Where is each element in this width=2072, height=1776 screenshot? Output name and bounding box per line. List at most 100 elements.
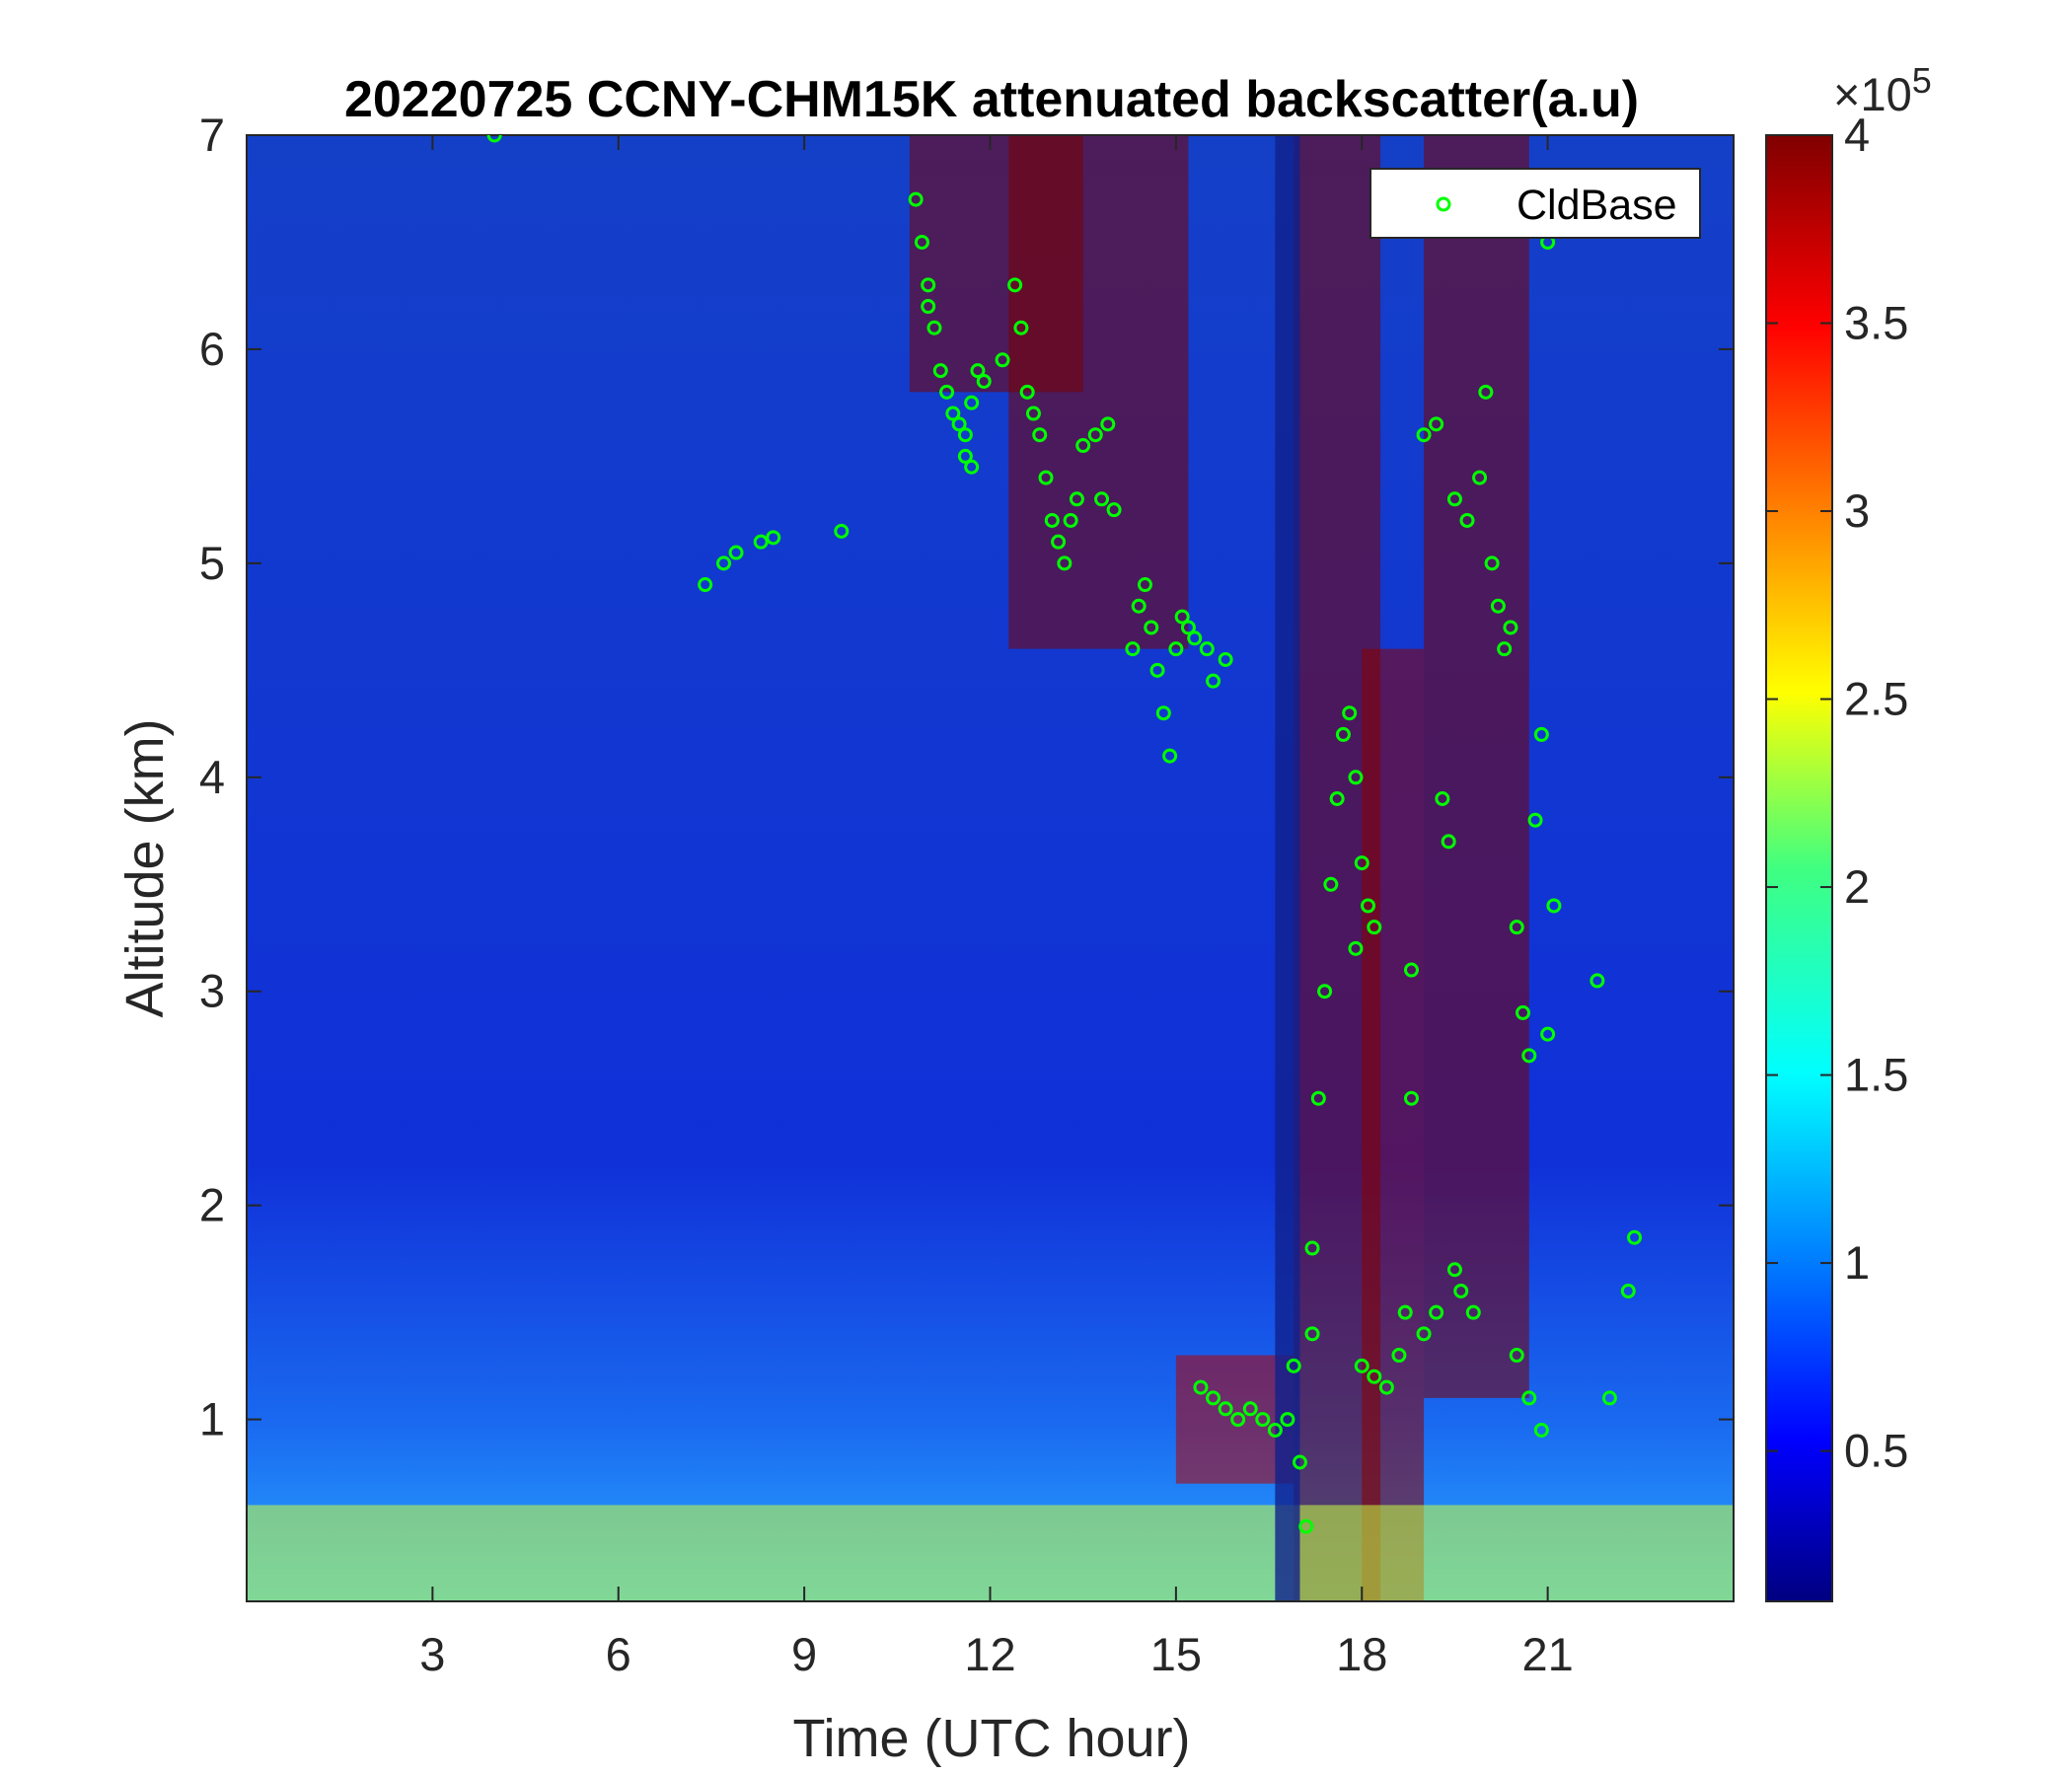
cloud-base-marker — [1367, 1369, 1382, 1384]
cloud-base-marker — [1267, 1422, 1283, 1438]
cloud-base-marker — [945, 406, 961, 421]
backscatter-region-6 — [247, 1505, 1734, 1601]
cloud-base-marker — [1435, 790, 1450, 806]
cloud-base-marker — [1540, 1026, 1556, 1042]
cloud-base-marker — [715, 555, 731, 571]
backscatter-field — [247, 135, 1734, 1601]
cloud-base-marker — [1075, 438, 1091, 454]
legend-box — [1369, 168, 1701, 239]
cloud-base-marker — [1348, 940, 1364, 956]
legend-label: CldBase — [1517, 182, 1677, 229]
cloud-base-marker — [939, 384, 955, 400]
cloud-base-marker — [1378, 1379, 1394, 1395]
backscatter-region-1 — [1008, 135, 1189, 649]
y-tick-label: 6 — [199, 323, 225, 375]
cloud-base-marker — [1168, 641, 1184, 657]
x-tick-label: 12 — [964, 1628, 1015, 1680]
cloud-base-marker — [1206, 673, 1221, 689]
cloud-base-marker — [957, 427, 973, 443]
cloud-base-marker — [728, 545, 744, 560]
cloud-base-marker — [1063, 512, 1078, 528]
cloud-base-marker — [1521, 1048, 1537, 1064]
y-tick-label: 3 — [199, 965, 225, 1017]
cloud-base-marker — [1478, 384, 1494, 400]
cloud-base-marker — [1149, 662, 1165, 678]
cloud-base-marker — [926, 320, 942, 335]
cloud-base-marker — [1391, 1348, 1407, 1364]
colorbar-tick-label: 2.5 — [1844, 673, 1908, 725]
cloud-base-marker — [1317, 984, 1333, 999]
cloud-base-marker — [1601, 1390, 1617, 1406]
cloud-base-marker — [1367, 920, 1382, 935]
cloud-base-marker — [1304, 1326, 1320, 1342]
cloud-base-marker — [1286, 1358, 1301, 1373]
cloud-base-marker — [1131, 598, 1147, 614]
y-axis-label: Altitude (km) — [115, 718, 175, 1017]
colorbar-tick-label: 3.5 — [1844, 297, 1908, 349]
cloud-base-marker — [1509, 920, 1524, 935]
y-tick-label: 2 — [199, 1179, 225, 1231]
backscatter-region-5 — [1424, 135, 1529, 1398]
x-tick-label: 21 — [1521, 1628, 1573, 1680]
cloud-base-marker — [1472, 470, 1488, 485]
cloud-base-marker — [486, 135, 502, 143]
cloud-base-marker — [1218, 1401, 1233, 1417]
cloud-base-marker — [1292, 1454, 1307, 1470]
y-tick-label: 4 — [199, 751, 225, 803]
cloud-base-marker — [957, 448, 973, 464]
cloud-base-marker — [1013, 320, 1029, 335]
cloud-base-marker — [1521, 1390, 1537, 1406]
colorbar-exponent: ×105 — [1833, 60, 1932, 120]
cloud-base-marker — [1144, 620, 1159, 635]
cloud-base-marker — [914, 234, 929, 250]
x-tick-label: 3 — [419, 1628, 445, 1680]
colorbar-tick-label: 0.5 — [1844, 1425, 1908, 1477]
cloud-base-marker — [1497, 641, 1513, 657]
cloud-base-marker — [1429, 416, 1444, 432]
cloud-base-marker — [1354, 855, 1369, 871]
backscatter-region-2 — [1175, 1355, 1295, 1484]
x-axis: 3 6 9 12 15 18 21 — [419, 135, 1574, 1680]
cloud-base-marker — [908, 191, 924, 207]
cloud-base-marker — [1069, 491, 1084, 507]
cloud-base-marker — [964, 459, 980, 475]
cloud-base-marker — [1533, 1422, 1549, 1438]
cloud-base-marker — [921, 277, 936, 293]
colorbar: 0.5 1 1.5 2 2.5 3 3.5 4 ×105 — [1765, 60, 1932, 1602]
cloud-base-marker — [1038, 470, 1054, 485]
cloud-base-marker — [1206, 1390, 1221, 1406]
chart-title: 20220725 CCNY-CHM15K attenuated backscat… — [344, 71, 1639, 128]
y-tick-label: 1 — [199, 1393, 225, 1445]
cloud-base-marker — [1044, 512, 1060, 528]
cloud-base-marker — [1174, 609, 1190, 625]
y-tick-label: 7 — [199, 109, 225, 161]
cloud-base-marker — [1187, 630, 1203, 646]
colorbar-exponent-prefix: ×10 — [1833, 68, 1912, 120]
x-tick-label: 15 — [1150, 1628, 1202, 1680]
cloud-base-marker — [1348, 770, 1364, 785]
cloud-base-marker — [1242, 1401, 1258, 1417]
cloud-base-marker — [1546, 898, 1562, 914]
cloud-base-marker — [1446, 1262, 1462, 1278]
cloud-base-marker — [1106, 502, 1122, 518]
cloud-base-marker — [1087, 427, 1103, 443]
colorbar-exponent-power: 5 — [1912, 60, 1932, 101]
x-tick-label: 6 — [606, 1628, 631, 1680]
cloud-base-marker — [1465, 1304, 1481, 1320]
cloud-base-marker — [1429, 1304, 1444, 1320]
cloud-base-marker — [921, 299, 936, 315]
cloud-base-marker — [1193, 1379, 1209, 1395]
legend-marker — [1436, 196, 1451, 212]
colorbar-ticks: 0.5 1 1.5 2 2.5 3 3.5 4 — [1766, 109, 1908, 1477]
cloud-base-marker — [1298, 1518, 1314, 1534]
cloud-base-marker — [1403, 962, 1419, 978]
cloud-base-marker — [1094, 491, 1110, 507]
cloud-base-marker — [1416, 1326, 1432, 1342]
cloud-base-marker — [970, 363, 986, 379]
cloud-base-marker — [1354, 1358, 1369, 1373]
x-tick-label: 18 — [1336, 1628, 1387, 1680]
cloud-base-marker — [834, 523, 850, 539]
cloud-base-marker — [995, 352, 1010, 368]
cloud-base-marker — [1051, 534, 1067, 550]
